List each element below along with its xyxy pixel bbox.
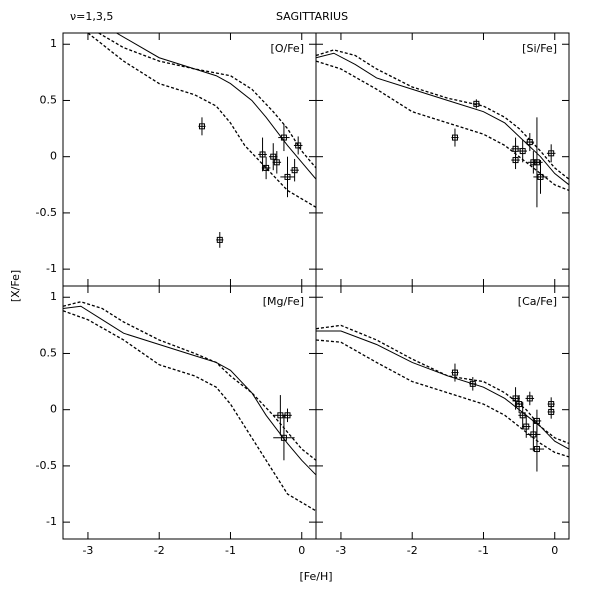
y-tick-label: 0 — [50, 150, 57, 163]
data-point — [280, 134, 287, 141]
data-point — [270, 153, 277, 160]
y-tick-label: 1 — [50, 290, 57, 303]
data-point — [291, 167, 298, 174]
plot-area — [63, 301, 316, 512]
data-point — [198, 123, 205, 130]
plot-area — [87, 33, 316, 248]
data-point — [451, 369, 458, 376]
x-tick-label: -2 — [407, 544, 418, 557]
panel-label: [Si/Fe] — [522, 42, 557, 55]
model-curve — [316, 324, 569, 445]
data-point — [295, 142, 302, 149]
data-point — [284, 412, 291, 419]
model-curve — [63, 301, 316, 461]
x-tick-label: -3 — [82, 544, 93, 557]
model-curve — [316, 60, 569, 192]
x-axis-label: [Fe/H] — [299, 570, 332, 583]
data-point — [530, 431, 537, 438]
data-point — [548, 408, 555, 415]
data-point — [533, 446, 540, 453]
y-tick-label: 1 — [50, 37, 57, 50]
data-point — [216, 236, 223, 243]
data-point — [512, 395, 519, 402]
model-curve — [87, 33, 316, 208]
x-tick-label: 0 — [551, 544, 558, 557]
panel: -1 -0.5 0 0.5 1 [O/Fe] — [36, 32, 317, 287]
model-curve — [63, 305, 316, 476]
data-point — [273, 159, 280, 166]
data-point — [263, 164, 270, 171]
data-point — [259, 151, 266, 158]
figure-title: SAGITTARIUS — [276, 10, 348, 23]
y-tick-label: -0.5 — [36, 206, 57, 219]
model-curve — [316, 52, 569, 186]
plot-area — [316, 49, 569, 208]
model-curve — [316, 330, 569, 450]
data-point — [533, 159, 540, 166]
y-axis-label: [X/Fe] — [9, 270, 22, 302]
model-curve — [316, 339, 569, 458]
x-tick-label: 0 — [298, 544, 305, 557]
data-point — [523, 423, 530, 430]
panel-frame — [315, 285, 570, 540]
data-point — [533, 417, 540, 424]
data-point — [548, 150, 555, 157]
data-point — [469, 380, 476, 387]
x-tick-label: -1 — [225, 544, 236, 557]
data-point — [512, 157, 519, 164]
model-curve — [63, 310, 316, 512]
annotation: ν=1,3,5 — [70, 10, 113, 23]
x-tick-label: -3 — [335, 544, 346, 557]
data-point — [519, 148, 526, 155]
data-point — [284, 173, 291, 180]
x-tick-label: -2 — [154, 544, 165, 557]
panel: [Si/Fe] — [315, 32, 570, 287]
data-point — [451, 134, 458, 141]
data-point — [516, 401, 523, 408]
model-curve — [98, 33, 316, 169]
plot-area — [316, 324, 569, 472]
data-point — [526, 395, 533, 402]
panel-label: [O/Fe] — [271, 42, 304, 55]
y-tick-label: 0 — [50, 403, 57, 416]
data-point — [277, 412, 284, 419]
data-point — [526, 139, 533, 146]
data-point — [280, 434, 287, 441]
model-curve — [116, 33, 316, 180]
panel: -3 -2 -1 0 [Ca/Fe] — [315, 285, 570, 557]
data-point — [473, 100, 480, 107]
panel-label: [Ca/Fe] — [518, 295, 557, 308]
x-tick-label: -1 — [478, 544, 489, 557]
data-point — [537, 173, 544, 180]
y-tick-label: 0.5 — [40, 93, 58, 106]
data-point — [519, 412, 526, 419]
panel-label: [Mg/Fe] — [263, 295, 304, 308]
panel: -3 -2 -1 0 -1 -0.5 0 0.5 1 [Mg/Fe] — [36, 285, 317, 557]
y-tick-label: 0.5 — [40, 346, 58, 359]
y-tick-label: -0.5 — [36, 459, 57, 472]
y-tick-label: -1 — [46, 515, 57, 528]
model-curve — [316, 49, 569, 180]
y-tick-label: -1 — [46, 262, 57, 275]
